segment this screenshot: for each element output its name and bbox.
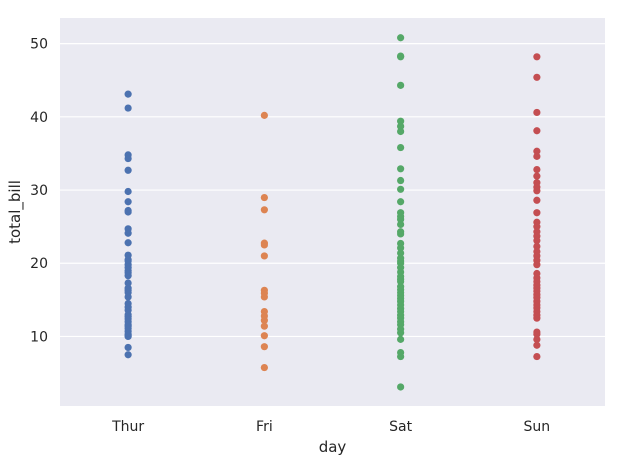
point-sat-19 — [397, 244, 405, 252]
point-sat-0 — [397, 34, 405, 42]
y-tick-20: 20 — [30, 256, 48, 272]
point-sun-6 — [533, 165, 541, 174]
point-sun-18 — [533, 242, 541, 251]
point-sat-2 — [397, 53, 405, 61]
y-tick-labels: 10 20 30 40 50 — [30, 37, 48, 346]
point-sat-3 — [397, 81, 405, 89]
x-tick-sun: Sun — [524, 419, 551, 435]
point-thur-19 — [124, 272, 132, 280]
point-fri-15 — [260, 363, 268, 372]
point-sun-11 — [533, 196, 541, 204]
point-sat-44 — [397, 335, 405, 343]
point-fri-5 — [260, 252, 268, 260]
point-thur-24 — [124, 293, 132, 301]
point-thur-5 — [124, 187, 132, 196]
point-sun-0 — [533, 53, 541, 61]
point-sun-4 — [533, 147, 541, 155]
series-thur — [124, 90, 132, 359]
point-sun-7 — [533, 172, 541, 180]
point-thur-38 — [124, 332, 132, 341]
point-sun-22 — [533, 261, 541, 269]
point-sat-6 — [397, 127, 405, 136]
point-sun-2 — [533, 108, 541, 117]
point-sat-8 — [397, 165, 405, 173]
series-fri — [260, 111, 268, 372]
point-sun-14 — [533, 223, 541, 231]
point-sun-39 — [533, 335, 541, 343]
point-sun-12 — [533, 209, 541, 217]
y-axis-label: total_bill — [6, 180, 25, 244]
x-axis-label: day — [319, 438, 347, 456]
point-sat-17 — [397, 230, 405, 238]
point-sun-17 — [533, 236, 541, 245]
point-thur-39 — [124, 343, 132, 352]
y-tick-30: 30 — [30, 183, 48, 199]
point-thur-11 — [124, 239, 132, 247]
point-fri-1 — [260, 193, 268, 202]
point-thur-3 — [124, 154, 132, 163]
point-sat-14 — [397, 215, 405, 223]
point-sat-20 — [397, 249, 405, 257]
point-fri-13 — [260, 332, 268, 340]
point-sat-10 — [397, 185, 405, 193]
x-tick-fri: Fri — [256, 419, 273, 435]
point-fri-8 — [260, 293, 268, 301]
point-fri-11 — [260, 316, 268, 324]
point-sat-9 — [397, 176, 405, 185]
point-sat-15 — [397, 220, 405, 229]
plot-area — [60, 18, 605, 406]
y-tick-40: 40 — [30, 110, 48, 126]
series-sat — [397, 34, 405, 391]
point-fri-4 — [260, 241, 268, 249]
x-tick-labels: Thur Fri Sat Sun — [111, 419, 550, 435]
point-thur-0 — [124, 90, 132, 98]
x-tick-thur: Thur — [111, 419, 144, 435]
point-sun-1 — [533, 73, 541, 81]
point-thur-40 — [124, 351, 132, 359]
point-fri-2 — [260, 206, 268, 214]
point-sun-3 — [533, 127, 541, 135]
point-sat-7 — [397, 143, 405, 152]
point-sat-46 — [397, 352, 405, 361]
point-fri-0 — [260, 111, 268, 119]
point-sun-40 — [533, 341, 541, 349]
point-sun-5 — [533, 152, 541, 160]
data-points — [124, 34, 541, 391]
x-tick-sat: Sat — [389, 419, 412, 435]
point-thur-6 — [124, 198, 132, 206]
point-sun-41 — [533, 352, 541, 361]
point-thur-10 — [124, 229, 132, 237]
point-thur-1 — [124, 104, 132, 112]
point-sun-36 — [533, 314, 541, 322]
point-sun-10 — [533, 187, 541, 195]
gridlines — [60, 43, 605, 338]
point-sat-43 — [397, 329, 405, 337]
point-fri-12 — [260, 322, 268, 330]
y-tick-10: 10 — [30, 329, 48, 345]
y-tick-50: 50 — [30, 37, 48, 53]
series-sun — [533, 53, 541, 361]
point-sat-11 — [397, 198, 405, 206]
point-thur-4 — [124, 166, 132, 174]
point-sat-28 — [397, 277, 405, 286]
point-sat-5 — [397, 122, 405, 130]
point-sat-47 — [397, 383, 405, 391]
point-sun-38 — [533, 330, 541, 338]
point-sat-4 — [397, 117, 405, 125]
point-thur-8 — [124, 208, 132, 216]
point-fri-14 — [260, 343, 268, 351]
point-thur-20 — [124, 279, 132, 287]
